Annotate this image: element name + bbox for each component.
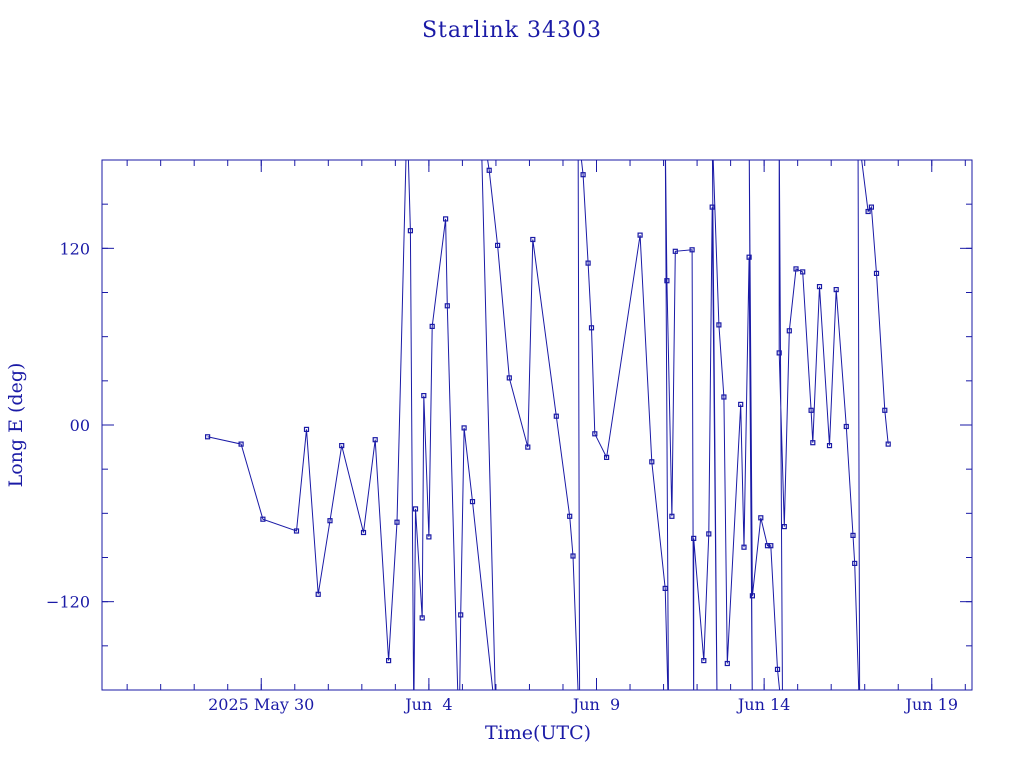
- data-point: [407, 228, 413, 234]
- series-line: [207, 160, 889, 690]
- data-point: [506, 375, 512, 381]
- x-tick-labels: 2025 May 30 Jun 4 Jun 9 Jun 14 Jun 19: [208, 695, 958, 714]
- data-point: [746, 254, 752, 260]
- series-layer: [205, 160, 891, 690]
- y-tick-label: 00: [70, 416, 90, 435]
- data-point: [724, 660, 730, 667]
- data-point: [706, 531, 712, 537]
- data-point: [793, 266, 799, 272]
- data-point: [421, 393, 427, 399]
- data-point: [669, 513, 675, 519]
- data-point: [691, 535, 697, 542]
- data-point: [873, 270, 880, 276]
- data-point: [662, 585, 668, 592]
- data-point: [672, 248, 678, 254]
- x-tick-label: 2025 May 30: [208, 695, 314, 714]
- data-point: [567, 513, 573, 519]
- y-tick-label: −120: [46, 593, 90, 612]
- data-point: [495, 242, 501, 248]
- data-point: [741, 544, 747, 550]
- data-point: [738, 401, 744, 407]
- data-point: [394, 519, 400, 525]
- x-tick-label: Jun 14: [736, 695, 790, 714]
- data-point: [429, 323, 435, 329]
- data-point: [850, 532, 856, 539]
- major-ticks: [102, 160, 972, 690]
- data-point: [426, 534, 432, 540]
- data-point: [882, 407, 888, 413]
- data-point: [570, 553, 576, 559]
- data-point: [776, 350, 782, 356]
- x-axis-label: Time(UTC): [485, 722, 591, 744]
- y-tick-labels: −120 00 120: [46, 239, 90, 611]
- minor-ticks: [102, 160, 972, 690]
- data-point: [781, 523, 787, 530]
- data-point: [810, 440, 816, 446]
- plot-frame: [101, 159, 973, 691]
- data-point: [649, 459, 655, 465]
- data-point: [603, 454, 610, 460]
- data-point: [709, 204, 715, 210]
- data-point: [865, 208, 871, 215]
- data-point: [585, 260, 591, 266]
- data-point: [238, 441, 244, 447]
- data-point: [419, 615, 425, 621]
- data-point: [786, 328, 792, 334]
- chart-title: Starlink 34303: [422, 18, 602, 43]
- y-tick-label: 120: [59, 239, 90, 258]
- data-point: [588, 325, 595, 331]
- data-point: [816, 284, 823, 290]
- data-point: [689, 247, 695, 253]
- data-point: [758, 515, 764, 521]
- data-point: [486, 167, 492, 173]
- y-axis-label: Long E (deg): [5, 363, 27, 488]
- data-point: [716, 322, 722, 328]
- data-point: [592, 431, 598, 437]
- data-point: [843, 423, 849, 430]
- data-point: [205, 434, 211, 440]
- data-point: [768, 543, 774, 549]
- data-point: [664, 278, 670, 284]
- x-tick-label: Jun 4: [403, 695, 452, 714]
- data-point: [826, 443, 833, 449]
- data-point: [580, 172, 586, 178]
- data-point: [293, 528, 300, 534]
- data-point: [637, 232, 643, 238]
- data-point: [412, 506, 419, 512]
- data-point: [458, 612, 464, 618]
- data-point: [852, 560, 858, 567]
- data-point: [749, 593, 756, 599]
- data-point: [800, 269, 806, 275]
- data-point: [764, 543, 771, 549]
- data-point: [260, 516, 266, 522]
- data-point: [701, 657, 707, 664]
- data-point: [315, 591, 321, 597]
- data-point: [360, 529, 367, 536]
- data-point: [469, 499, 476, 505]
- data-point: [443, 216, 449, 222]
- data-point: [774, 666, 781, 673]
- data-point: [303, 426, 310, 432]
- data-point: [868, 204, 875, 210]
- data-point: [553, 413, 559, 419]
- data-point: [444, 303, 450, 309]
- data-point: [885, 441, 891, 447]
- data-point: [339, 443, 345, 449]
- data-point: [386, 657, 392, 664]
- data-point: [327, 518, 333, 524]
- data-point: [372, 437, 378, 443]
- data-point: [808, 407, 814, 413]
- data-point: [721, 394, 727, 400]
- x-tick-label: Jun 9: [571, 695, 620, 714]
- data-point: [530, 236, 536, 243]
- data-point: [525, 444, 531, 450]
- data-point: [461, 425, 467, 431]
- data-point: [833, 287, 839, 293]
- x-tick-label: Jun 19: [904, 695, 958, 714]
